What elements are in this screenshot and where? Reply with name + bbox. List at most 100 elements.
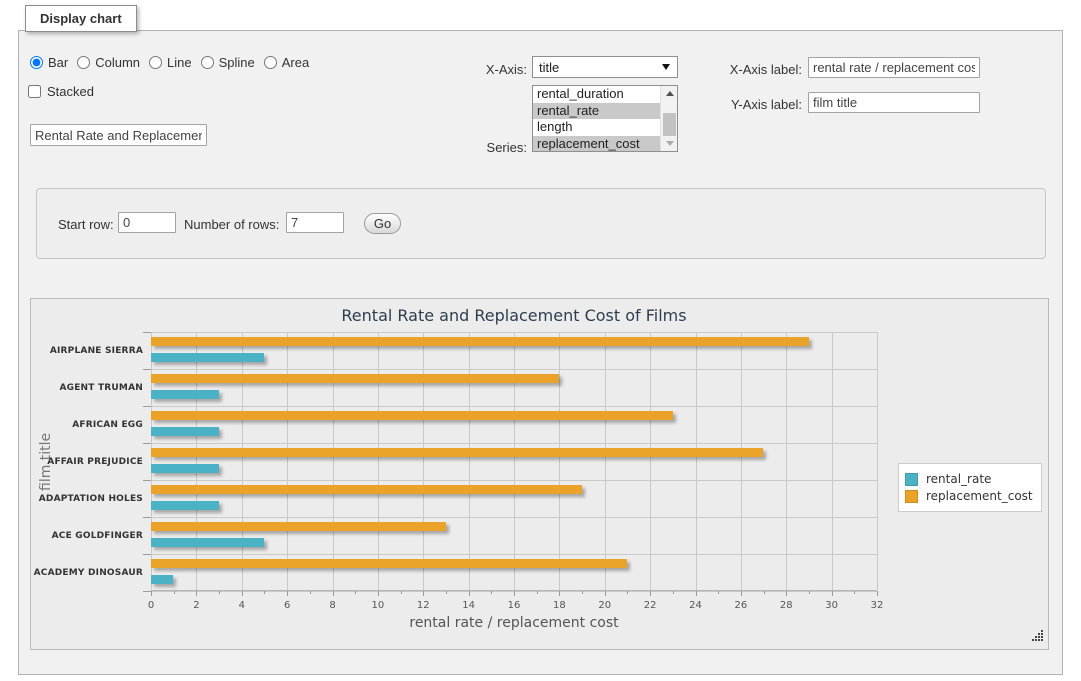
radio-label: Column bbox=[95, 55, 140, 70]
bar-replacement_cost-affair-prejudice bbox=[151, 448, 763, 458]
x-tick bbox=[446, 591, 447, 594]
radio-bar[interactable] bbox=[30, 56, 43, 69]
x-tick bbox=[673, 591, 674, 594]
chart-type-option-spline[interactable]: Spline bbox=[201, 55, 255, 70]
radio-column[interactable] bbox=[77, 56, 90, 69]
x-tick bbox=[537, 591, 538, 594]
x-tick-label: 0 bbox=[138, 600, 164, 611]
chart-type-option-line[interactable]: Line bbox=[149, 55, 192, 70]
start-row-input[interactable] bbox=[118, 212, 176, 233]
x-tick bbox=[264, 591, 265, 594]
series-listbox[interactable]: rental_durationrental_ratelengthreplacem… bbox=[532, 85, 678, 152]
x-tick-label: 32 bbox=[864, 600, 890, 611]
x-tick bbox=[605, 591, 606, 596]
chart-type-option-bar[interactable]: Bar bbox=[30, 55, 68, 70]
x-tick-label: 14 bbox=[456, 600, 482, 611]
bar-rental_rate-african-egg bbox=[151, 427, 219, 437]
y-axis-label-field-label: Y-Axis label: bbox=[710, 97, 802, 112]
x-tick-label: 6 bbox=[274, 600, 300, 611]
x-tick bbox=[355, 591, 356, 594]
radio-spline[interactable] bbox=[201, 56, 214, 69]
legend-swatch-replacement_cost bbox=[905, 490, 918, 503]
go-button[interactable]: Go bbox=[364, 213, 401, 234]
radio-line[interactable] bbox=[149, 56, 162, 69]
chart-title-input[interactable] bbox=[30, 124, 207, 146]
row-controls-panel: Start row: Number of rows: Go bbox=[36, 188, 1046, 259]
category-label: AGENT TRUMAN bbox=[31, 369, 143, 406]
x-tick-label: 24 bbox=[683, 600, 709, 611]
x-tick bbox=[423, 591, 424, 596]
gridline-v bbox=[196, 332, 197, 590]
category-label: ACADEMY DINOSAUR bbox=[31, 554, 143, 591]
bar-replacement_cost-agent-truman bbox=[151, 374, 559, 384]
x-tick bbox=[196, 591, 197, 596]
y-tick bbox=[143, 517, 151, 518]
x-tick bbox=[764, 591, 765, 594]
x-tick bbox=[650, 591, 651, 596]
bar-replacement_cost-ace-goldfinger bbox=[151, 522, 446, 532]
x-tick bbox=[786, 591, 787, 596]
y-tick bbox=[143, 332, 151, 333]
chart-title: Rental Rate and Replacement Cost of Film… bbox=[151, 306, 877, 325]
gridline-h bbox=[151, 406, 877, 407]
resize-grip-icon[interactable] bbox=[1032, 630, 1044, 642]
x-tick-label: 10 bbox=[365, 600, 391, 611]
chart-legend: rental_ratereplacement_cost bbox=[898, 463, 1042, 512]
series-option-replacement_cost[interactable]: replacement_cost bbox=[533, 136, 660, 153]
gridline-v bbox=[605, 332, 606, 590]
x-tick bbox=[242, 591, 243, 596]
bar-rental_rate-affair-prejudice bbox=[151, 464, 219, 474]
radio-label: Line bbox=[167, 55, 192, 70]
x-axis-label-input[interactable] bbox=[808, 57, 980, 78]
bar-rental_rate-adaptation-holes bbox=[151, 501, 219, 511]
chart-type-radios: Bar Column Line Spline Area bbox=[30, 55, 318, 70]
series-listbox-options: rental_durationrental_ratelengthreplacem… bbox=[533, 86, 660, 151]
series-listbox-scrollbar[interactable] bbox=[660, 86, 677, 151]
gridline-v bbox=[696, 332, 697, 590]
x-tick-label: 4 bbox=[229, 600, 255, 611]
number-of-rows-input[interactable] bbox=[286, 212, 344, 233]
bar-replacement_cost-airplane-sierra bbox=[151, 337, 809, 347]
stacked-label: Stacked bbox=[47, 84, 94, 99]
x-axis-select-label: X-Axis: bbox=[455, 62, 527, 77]
scroll-up-icon[interactable] bbox=[661, 86, 678, 101]
x-tick bbox=[287, 591, 288, 596]
x-axis-select[interactable]: title bbox=[532, 56, 678, 78]
fieldset-legend: Display chart bbox=[25, 5, 137, 32]
radio-label: Area bbox=[282, 55, 309, 70]
gridline-v bbox=[786, 332, 787, 590]
x-tick bbox=[809, 591, 810, 594]
x-tick bbox=[718, 591, 719, 594]
category-label: AIRPLANE SIERRA bbox=[31, 332, 143, 369]
x-tick bbox=[219, 591, 220, 594]
category-label: ADAPTATION HOLES bbox=[31, 480, 143, 517]
radio-label: Bar bbox=[48, 55, 68, 70]
gridline-v bbox=[378, 332, 379, 590]
legend-item: replacement_cost bbox=[905, 489, 1033, 503]
series-option-length[interactable]: length bbox=[533, 119, 660, 136]
x-tick bbox=[559, 591, 560, 596]
chart-type-option-area[interactable]: Area bbox=[264, 55, 309, 70]
series-option-rental_rate[interactable]: rental_rate bbox=[533, 103, 660, 120]
x-tick bbox=[469, 591, 470, 596]
scrollbar-thumb[interactable] bbox=[663, 113, 676, 136]
x-tick bbox=[696, 591, 697, 596]
x-tick bbox=[832, 591, 833, 596]
stacked-checkbox[interactable] bbox=[28, 85, 41, 98]
x-tick bbox=[310, 591, 311, 594]
x-tick-label: 26 bbox=[728, 600, 754, 611]
gridline-h bbox=[151, 554, 877, 555]
x-tick-label: 28 bbox=[773, 600, 799, 611]
bar-replacement_cost-african-egg bbox=[151, 411, 673, 421]
y-axis-label-input[interactable] bbox=[808, 92, 980, 113]
gridline-h bbox=[151, 517, 877, 518]
x-tick bbox=[514, 591, 515, 596]
y-tick bbox=[143, 369, 151, 370]
radio-area[interactable] bbox=[264, 56, 277, 69]
display-chart-container: BarColumnLineSplineArea Stacked X-Axis: … bbox=[18, 30, 1063, 675]
series-option-rental_duration[interactable]: rental_duration bbox=[533, 86, 660, 103]
gridline-v bbox=[242, 332, 243, 590]
chart-type-option-column[interactable]: Column bbox=[77, 55, 140, 70]
gridline-v bbox=[423, 332, 424, 590]
scroll-down-icon[interactable] bbox=[661, 136, 678, 151]
